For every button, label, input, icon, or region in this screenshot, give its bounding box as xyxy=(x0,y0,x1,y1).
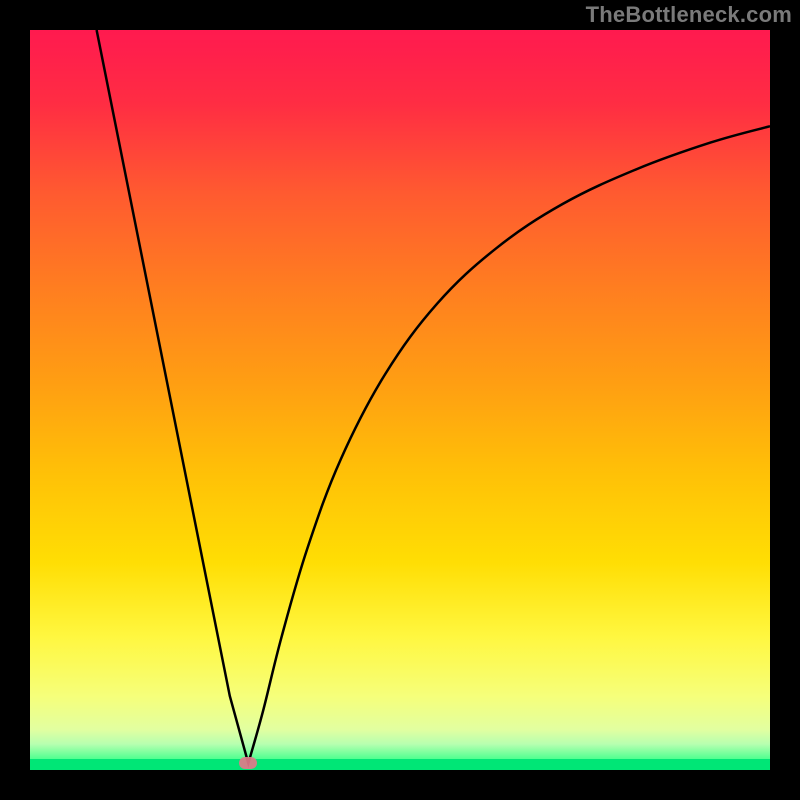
watermark-text: TheBottleneck.com xyxy=(586,2,792,28)
plot-area xyxy=(30,30,770,770)
curve-layer xyxy=(30,30,770,770)
chart-frame: TheBottleneck.com xyxy=(0,0,800,800)
bottleneck-curve xyxy=(97,30,770,763)
min-point-marker xyxy=(239,757,257,769)
